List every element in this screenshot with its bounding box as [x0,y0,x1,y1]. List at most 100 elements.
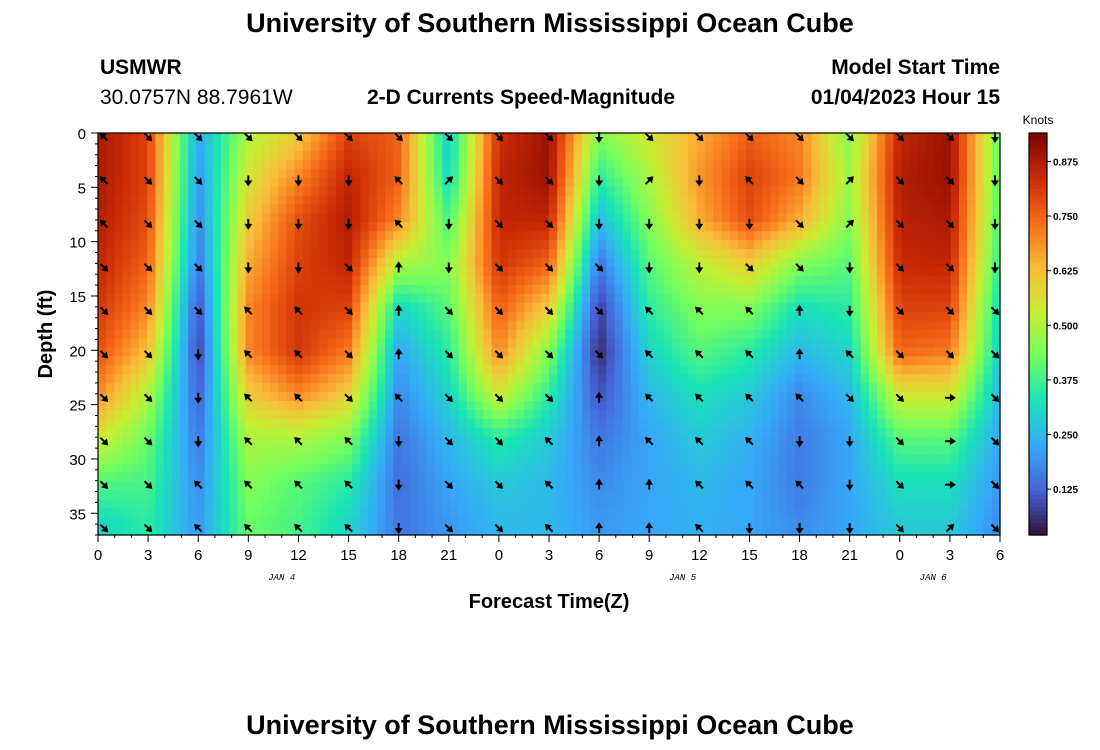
heatmap-cell [524,267,534,277]
heatmap-cell [795,329,804,340]
heatmap-cell [171,383,181,393]
heatmap-cell [499,374,509,384]
heatmap-cell [303,168,312,179]
heatmap-cell [573,490,583,500]
arrow-head [595,137,604,143]
heatmap-cell [598,186,607,197]
heatmap-cell [229,436,238,447]
heatmap-cell [737,213,747,223]
heatmap-cell [983,508,993,518]
heatmap-cell [401,374,411,384]
heatmap-cell [877,320,886,331]
heatmap-cell [967,436,976,447]
heatmap-cell [360,392,370,402]
heatmap-cell [778,311,788,322]
heatmap-cell [655,159,665,170]
heatmap-cell [426,204,435,214]
heatmap-cell [155,186,165,197]
heatmap-cell [819,329,829,340]
heatmap-cell [959,141,968,152]
heatmap-cell [270,392,279,402]
heatmap-cell [598,320,607,331]
heatmap-cell [901,418,911,429]
heatmap-cell [368,159,378,170]
heatmap-cell [803,481,812,491]
heatmap-cell [631,302,640,313]
heatmap-cell [278,249,288,259]
heatmap-cell [524,258,534,268]
heatmap-cell [598,311,607,322]
heatmap-cell [713,427,722,438]
heatmap-cell [286,141,296,152]
heatmap-cell [262,356,271,366]
heatmap-cell [426,311,435,322]
heatmap-cell [335,293,345,304]
heatmap-cell [688,401,698,411]
heatmap-cell [950,517,960,527]
heatmap-cell [909,356,919,366]
heatmap-cell [385,150,394,161]
heatmap-cell [467,177,476,188]
heatmap-cell [426,347,435,357]
heatmap-cell [245,195,255,206]
heatmap-cell [180,141,189,152]
heatmap-cell [803,159,812,170]
heatmap-cell [573,258,583,268]
heatmap-cell [335,150,345,161]
heatmap-cell [721,409,730,420]
heatmap-cell [639,490,648,500]
heatmap-cell [491,401,501,411]
heatmap-cell [114,141,124,152]
heatmap-cell [713,141,722,152]
heatmap-cell [499,347,509,357]
heatmap-cell [376,222,386,232]
heatmap-cell [286,150,296,161]
heatmap-cell [803,499,812,509]
heatmap-cell [581,320,591,331]
heatmap-cell [573,517,583,527]
heatmap-cell [827,481,837,491]
heatmap-cell [885,365,894,375]
heatmap-cell [204,133,214,143]
heatmap-cell [262,133,271,143]
heatmap-cell [975,374,985,384]
heatmap-cell [253,472,263,482]
heatmap-cell [762,213,771,223]
heatmap-cell [557,526,566,536]
heatmap-cell [98,409,107,420]
heatmap-cell [270,401,279,411]
heatmap-cell [778,499,788,509]
heatmap-cell [713,159,722,170]
heatmap-cell [581,427,591,438]
heatmap-cell [655,490,665,500]
heatmap-cell [581,356,591,366]
heatmap-cell [877,195,886,206]
heatmap-cell [762,177,771,188]
heatmap-cell [795,275,804,286]
heatmap-cell [836,445,845,456]
heatmap-cell [303,240,312,250]
heatmap-cell [877,409,886,420]
heatmap-cell [352,472,361,482]
heatmap-cell [147,365,156,375]
heatmap-cell [516,320,525,331]
heatmap-cell [778,302,788,313]
heatmap-cell [114,374,124,384]
heatmap-cell [171,392,181,402]
heatmap-cell [590,365,599,375]
heatmap-cell [524,133,534,143]
heatmap-cell [868,392,878,402]
heatmap-cell [171,159,181,170]
heatmap-cell [368,275,378,286]
heatmap-cell [614,481,624,491]
heatmap-cell [344,409,353,420]
heatmap-cell [844,302,853,313]
heatmap-cell [696,240,706,250]
heatmap-cell [885,249,894,259]
heatmap-cell [844,168,853,179]
heatmap-cell [344,141,353,152]
heatmap-cell [475,240,484,250]
heatmap-cell [713,499,722,509]
heatmap-cell [139,472,148,482]
heatmap-cell [885,383,894,393]
